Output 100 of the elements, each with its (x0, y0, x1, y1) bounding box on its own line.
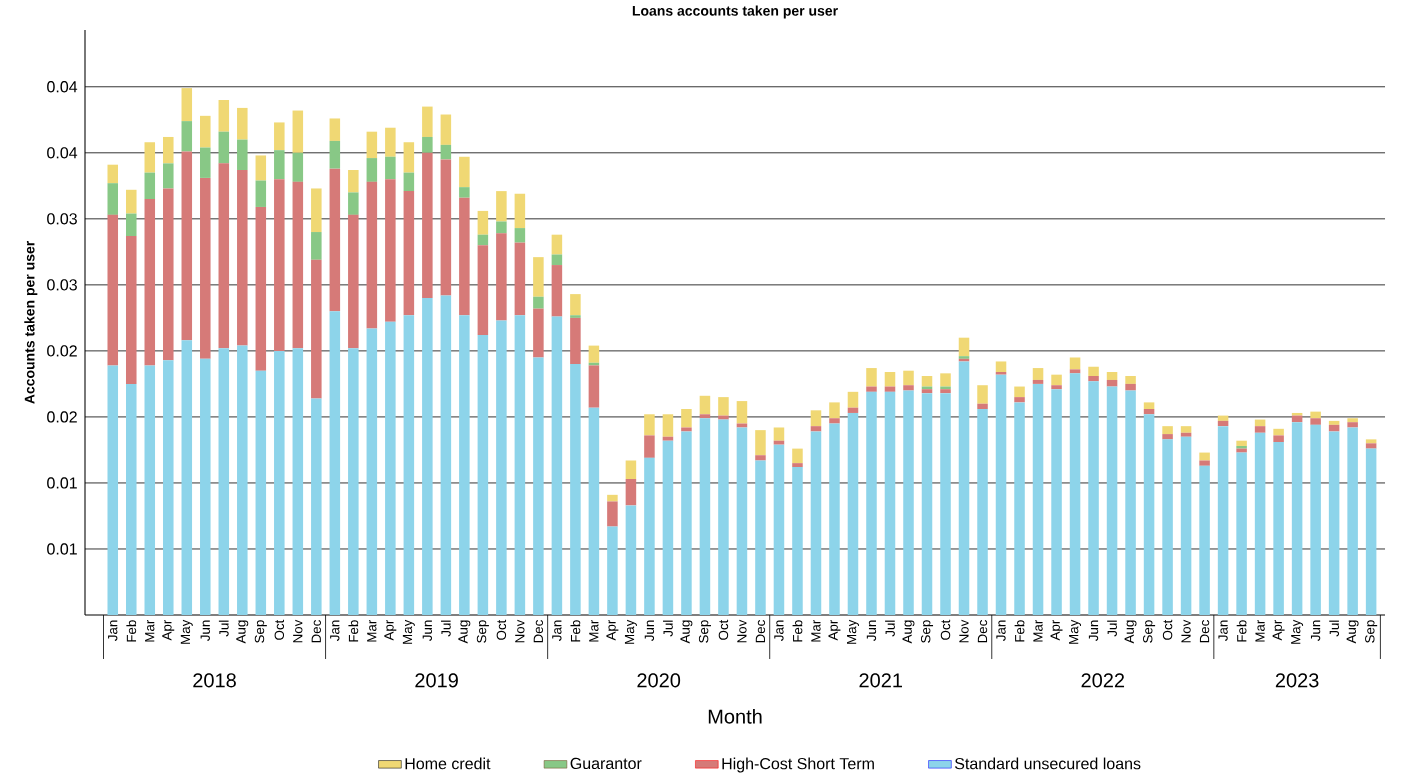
x-tick-label: May (1291, 619, 1304, 644)
bar (551, 254, 563, 266)
bar (1088, 375, 1099, 382)
x-tick-label: Mar (1033, 619, 1043, 642)
bar (292, 181, 304, 349)
bar (163, 188, 174, 361)
bar (348, 348, 359, 615)
bar (588, 407, 600, 615)
x-tick-label: Nov (515, 619, 525, 643)
x-tick-label: Dec (755, 620, 766, 643)
bar (163, 360, 174, 615)
bar (181, 340, 193, 615)
bar (126, 189, 137, 214)
bar (366, 158, 378, 182)
x-tick-label: Aug (902, 620, 915, 644)
text: 2018 (193, 673, 236, 688)
bar (1273, 435, 1284, 443)
bar (940, 393, 951, 615)
bar (699, 414, 711, 419)
bar (292, 152, 304, 182)
bar (514, 193, 526, 229)
bar (496, 233, 507, 321)
bar (829, 402, 840, 419)
bar (773, 444, 785, 615)
bar (1180, 432, 1192, 437)
bar (551, 234, 563, 255)
bar (237, 169, 248, 346)
bar (551, 316, 563, 615)
bar (329, 140, 341, 169)
x-tick-label: Jan (1218, 620, 1228, 641)
bar (237, 139, 248, 170)
bar (403, 191, 415, 316)
x-tick-label: May (402, 619, 415, 644)
bar (644, 435, 655, 458)
x-tick-label: Apr (828, 619, 841, 641)
legend-label: Guarantor (570, 757, 642, 770)
bar (1162, 434, 1173, 440)
x-tick-label: Apr (1272, 619, 1285, 641)
bar (440, 144, 452, 160)
bar (625, 478, 637, 506)
bar (847, 391, 859, 408)
x-tick-label: Jun (644, 620, 655, 641)
bar (1347, 422, 1358, 428)
bar (903, 385, 914, 391)
bar (940, 389, 951, 394)
text: 2019 (415, 673, 458, 688)
bar (1162, 426, 1173, 435)
x-tick-label: Feb (1236, 620, 1247, 642)
y-tick-label: 0.04 (47, 81, 78, 93)
bar (1254, 426, 1266, 433)
bar (329, 118, 341, 141)
bar (422, 298, 433, 615)
bar (1254, 432, 1266, 615)
bar (1180, 436, 1192, 615)
x-tick-label: Jul (1107, 620, 1117, 637)
bar (1310, 411, 1321, 419)
x-tick-label: Apr (606, 619, 619, 641)
x-tick-label: Oct (496, 619, 507, 640)
bar (1347, 427, 1358, 615)
bar (163, 163, 174, 189)
bar (440, 114, 452, 145)
bar (200, 115, 211, 148)
bar (1291, 412, 1303, 416)
x-tick-label: Feb (348, 620, 359, 642)
x-tick-label: Mar (145, 619, 155, 642)
bar (311, 232, 322, 260)
x-tick-label: Aug (1124, 620, 1137, 644)
bar (1180, 426, 1192, 433)
bar (385, 321, 396, 615)
bar (681, 427, 692, 432)
x-tick-label: Nov (959, 619, 969, 643)
x-tick-label: Sep (254, 620, 267, 643)
bar (588, 365, 600, 408)
bar (1069, 369, 1081, 374)
bar (755, 460, 766, 615)
bar (940, 373, 951, 387)
bar (773, 427, 785, 441)
x-axis-title: Month (708, 708, 762, 724)
bar (218, 131, 230, 164)
bar (477, 234, 489, 246)
bar (625, 505, 637, 615)
x-tick-label: Nov (1181, 619, 1191, 643)
x-tick-label: Feb (792, 620, 803, 642)
bar (1069, 373, 1081, 615)
bar (514, 228, 526, 243)
bar (1365, 443, 1377, 449)
x-tick-label: Mar (589, 619, 599, 642)
bar (163, 136, 174, 164)
bar (977, 408, 988, 615)
bar (755, 430, 766, 456)
bar (366, 181, 378, 329)
x-tick-label: Aug (236, 620, 249, 644)
bar (977, 403, 988, 409)
bar (699, 418, 711, 615)
bar (1014, 386, 1025, 398)
bar (274, 150, 285, 180)
bar (1162, 439, 1173, 615)
x-tick-label: Mar (1255, 619, 1265, 642)
bar (181, 151, 193, 341)
y-tick-label: 0.02 (47, 411, 77, 423)
